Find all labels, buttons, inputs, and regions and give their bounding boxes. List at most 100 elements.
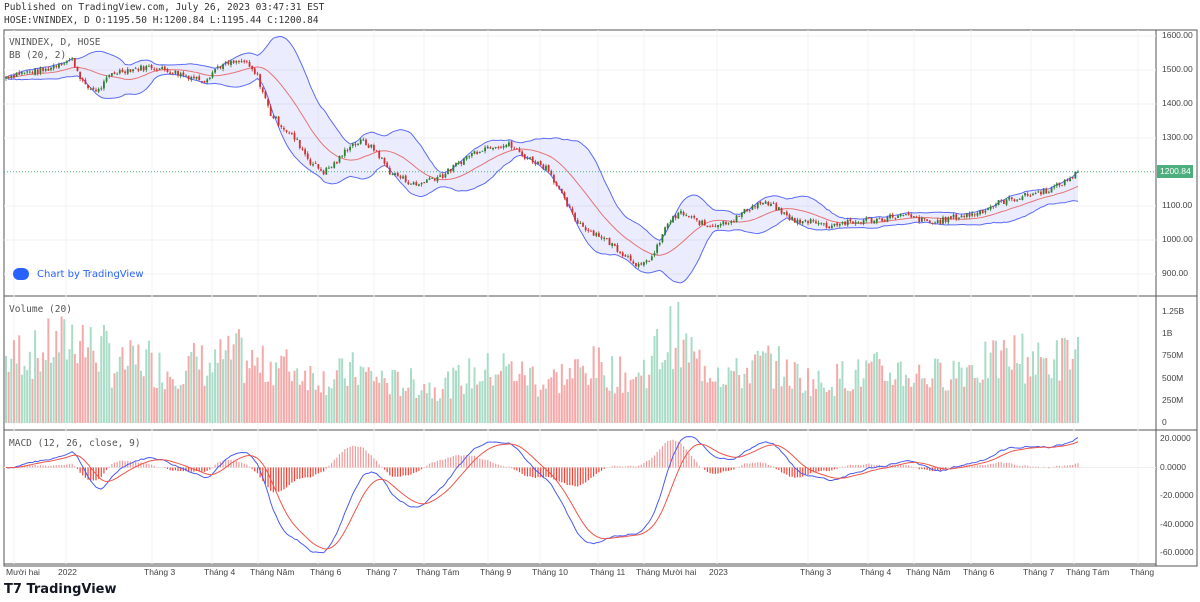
candle	[915, 216, 918, 218]
volume-bar	[1021, 333, 1024, 423]
candle	[1040, 191, 1042, 195]
macd-histogram-bar	[714, 467, 716, 474]
bb-legend[interactable]: BB (20, 2)	[9, 50, 67, 61]
candle	[132, 69, 134, 72]
candle	[555, 182, 558, 186]
candle	[296, 138, 299, 140]
candle	[402, 176, 404, 179]
candle	[1050, 187, 1053, 193]
volume-bar	[1013, 335, 1016, 423]
macd-histogram-bar	[195, 467, 198, 471]
symbol-legend[interactable]: VNINDEX, D, HOSE	[9, 37, 101, 48]
volume-bar	[285, 349, 288, 423]
candle	[407, 182, 410, 185]
macd-histogram-bar	[1066, 465, 1069, 468]
candle	[251, 65, 254, 70]
macd-histogram-bar	[312, 467, 314, 477]
macd-histogram-bar	[484, 459, 486, 468]
volume-bar	[1074, 349, 1077, 423]
macd-histogram-bar	[505, 466, 507, 468]
candle	[854, 221, 857, 224]
candle	[87, 84, 89, 89]
macd-histogram-bar	[706, 467, 709, 472]
candle	[746, 209, 749, 211]
time-tick-label: Tháng 9	[480, 567, 512, 577]
volume-bar	[632, 379, 635, 423]
volume-bar	[830, 386, 833, 423]
volume-bar	[229, 359, 232, 423]
macd-histogram-bar	[468, 455, 470, 468]
macd-histogram-bar	[383, 467, 386, 470]
candle	[415, 182, 418, 186]
candle	[418, 184, 420, 186]
macd-legend[interactable]: MACD (12, 26, close, 9)	[9, 438, 141, 449]
candle	[690, 216, 693, 218]
volume-bar	[783, 376, 786, 423]
macd-histogram-bar	[150, 464, 153, 468]
volume-bar	[412, 379, 415, 423]
macd-histogram-bar	[341, 451, 343, 468]
macd-histogram-bar	[198, 467, 200, 472]
volume-bar	[507, 364, 510, 423]
candle	[253, 68, 256, 74]
macd-histogram-bar	[259, 467, 261, 478]
macd-histogram-bar	[476, 457, 478, 468]
macd-histogram-bar	[50, 465, 52, 468]
volume-bar	[838, 378, 841, 423]
macd-histogram-bar	[664, 442, 666, 468]
volume-legend[interactable]: Volume (20)	[9, 304, 72, 315]
macd-histogram-bar	[113, 462, 116, 468]
macd-histogram-bar	[593, 467, 595, 477]
macd-histogram-bar	[1027, 465, 1029, 468]
macd-histogram-bar	[389, 467, 391, 476]
candle	[312, 164, 314, 166]
volume-bar	[31, 378, 34, 423]
candle	[608, 237, 611, 245]
candle	[968, 213, 971, 217]
volume-bar	[531, 366, 534, 423]
macd-histogram-bar	[166, 467, 169, 470]
candle	[997, 200, 1000, 205]
volume-bar	[65, 359, 68, 423]
volume-bar	[124, 369, 127, 423]
candle	[706, 225, 709, 228]
macd-histogram-bar	[240, 462, 243, 468]
volume-bar	[113, 373, 116, 423]
volume-bar	[640, 375, 643, 423]
chart-by-tradingview-link[interactable]: Chart by TradingView	[13, 268, 144, 280]
bollinger-basis	[5, 66, 1079, 256]
candle	[224, 62, 227, 64]
candle	[155, 69, 158, 71]
time-tick-label: Tháng 6	[963, 567, 995, 577]
candle	[500, 146, 502, 148]
volume-bar	[828, 390, 831, 423]
tradingview-logo[interactable]: 𝗧𝟳 TradingView	[4, 582, 117, 597]
volume-bar	[693, 351, 696, 423]
candle	[89, 88, 92, 90]
candle	[341, 155, 344, 157]
candle	[486, 146, 489, 149]
volume-bar	[624, 372, 627, 423]
macd-histogram-bar	[1037, 466, 1039, 468]
macd-histogram-bar	[683, 446, 685, 468]
macd-histogram-bar	[717, 467, 719, 474]
volume-bar	[513, 381, 516, 423]
candle	[767, 202, 770, 206]
macd-histogram-bar	[661, 446, 664, 468]
macd-histogram-bar	[291, 467, 293, 483]
macd-histogram-bar	[518, 467, 521, 473]
macd-histogram-bar	[619, 466, 621, 468]
volume-bar	[394, 369, 397, 423]
volume-bar	[722, 384, 725, 423]
volume-bar	[555, 372, 558, 423]
macd-histogram-bar	[153, 465, 155, 468]
volume-bar	[584, 373, 587, 423]
macd-histogram-bar	[836, 467, 838, 469]
candle	[1069, 178, 1071, 182]
volume-bar	[1002, 339, 1005, 423]
macd-histogram-bar	[622, 466, 624, 468]
macd-histogram-bar	[542, 467, 544, 478]
volume-bar	[746, 367, 749, 423]
candle	[571, 208, 574, 213]
